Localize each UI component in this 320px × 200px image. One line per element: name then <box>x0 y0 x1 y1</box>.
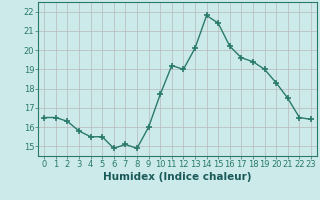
X-axis label: Humidex (Indice chaleur): Humidex (Indice chaleur) <box>103 172 252 182</box>
